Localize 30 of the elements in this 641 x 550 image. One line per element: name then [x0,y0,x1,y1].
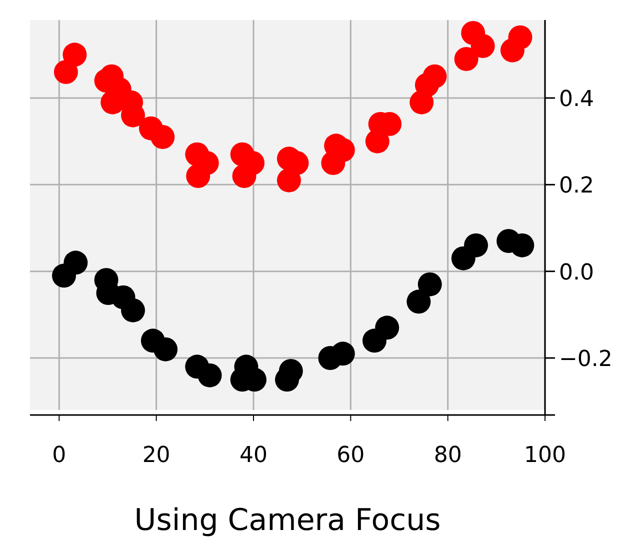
point [418,272,442,296]
y-tick-label: −0.2 [559,347,612,372]
x-tick-label: 0 [52,443,66,468]
point [470,34,495,58]
point [508,25,532,50]
point [454,47,478,71]
x-tick-label: 60 [336,443,365,468]
point [232,164,256,188]
point [198,363,222,388]
point [406,290,431,314]
point [54,60,78,84]
point [52,264,76,288]
x-tick-label: 20 [142,443,170,468]
y-tick-label: 0.2 [559,174,594,199]
point [62,42,87,67]
y-tick-label: 0.0 [559,260,594,286]
point [375,316,400,340]
x-axis-title: Using Camera Focus [134,503,441,538]
point [464,233,488,258]
point [422,64,447,88]
point [150,125,175,149]
x-tick-label: 100 [524,443,566,468]
point [276,168,301,192]
point [186,164,210,188]
point [510,233,534,258]
point [121,298,145,322]
x-tick-label: 40 [239,443,268,468]
y-tick-label: 0.4 [559,87,594,112]
x-tick-label: 80 [434,443,462,468]
point [154,337,178,362]
